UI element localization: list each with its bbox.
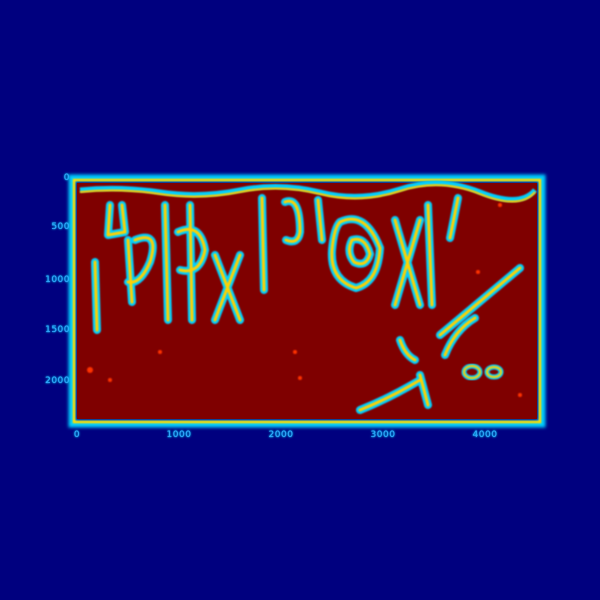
y-tick-label: 500 [51,222,70,232]
speckles [87,203,522,397]
x-tick-label: 3000 [370,430,396,440]
y-tick-label: 0 [63,173,70,183]
x-tick-label: 1000 [166,430,192,440]
y-tick-label: 1000 [45,275,70,285]
y-tick-label: 1500 [45,325,70,335]
plot-frame-inner [72,178,542,424]
plot-area [77,183,537,419]
top-edge-band [79,180,537,202]
x-tick-label: 4000 [472,430,498,440]
x-tick-label: 2000 [268,430,294,440]
y-tick-label: 2000 [45,376,70,386]
plot-frame-glow [68,174,546,428]
stroke-group [91,194,524,414]
x-tick-label: 0 [73,430,81,440]
